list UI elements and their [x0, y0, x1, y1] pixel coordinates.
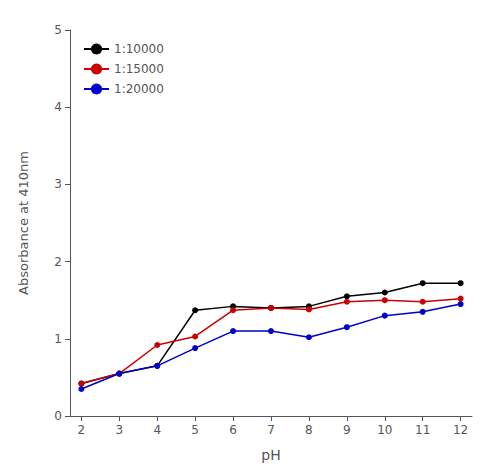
svg-text:5: 5: [191, 423, 199, 437]
svg-text:3: 3: [115, 423, 123, 437]
svg-text:4: 4: [153, 423, 161, 437]
svg-text:1:10000: 1:10000: [114, 42, 164, 56]
svg-text:12: 12: [453, 423, 468, 437]
svg-text:9: 9: [343, 423, 351, 437]
svg-text:2: 2: [78, 423, 86, 437]
svg-text:1:15000: 1:15000: [114, 62, 164, 76]
svg-text:8: 8: [305, 423, 313, 437]
svg-text:3: 3: [54, 177, 62, 191]
svg-text:1: 1: [54, 332, 62, 346]
svg-text:2: 2: [54, 255, 62, 269]
svg-text:5: 5: [54, 23, 62, 37]
svg-text:4: 4: [54, 100, 62, 114]
svg-text:Absorbance at 410nm: Absorbance at 410nm: [16, 151, 31, 295]
svg-text:11: 11: [415, 423, 430, 437]
svg-text:6: 6: [229, 423, 237, 437]
svg-text:10: 10: [377, 423, 392, 437]
svg-text:0: 0: [54, 409, 62, 423]
svg-text:7: 7: [267, 423, 275, 437]
svg-text:pH: pH: [261, 447, 280, 463]
svg-text:1:20000: 1:20000: [114, 82, 164, 96]
